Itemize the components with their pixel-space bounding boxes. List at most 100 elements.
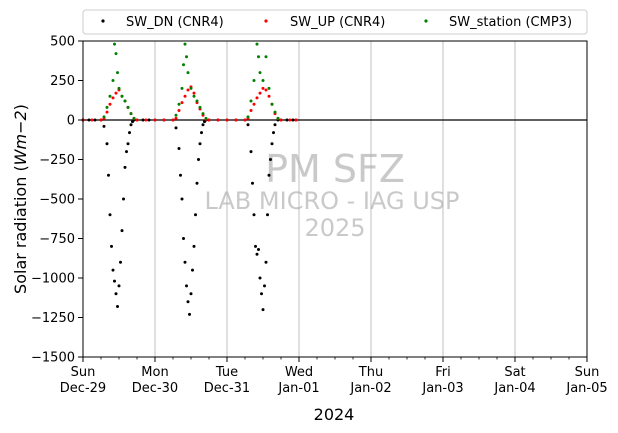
point-sw-dn xyxy=(189,292,193,296)
point-sw-station xyxy=(177,102,181,106)
point-sw-station xyxy=(120,94,124,98)
point-sw-up xyxy=(243,118,247,122)
point-sw-dn xyxy=(141,118,145,122)
point-sw-dn xyxy=(182,237,185,240)
point-sw-station xyxy=(108,94,112,98)
watermark-line-2: LAB MICRO - IAG USP xyxy=(204,187,459,215)
point-sw-dn xyxy=(119,260,122,264)
point-sw-up xyxy=(153,118,157,122)
x-tick-day: Sun xyxy=(71,365,96,380)
point-sw-dn xyxy=(113,279,116,283)
point-sw-dn xyxy=(269,158,272,161)
x-tick-label: Jan-04 xyxy=(493,381,535,396)
legend-marker-sw-up xyxy=(264,19,268,23)
x-tick-label: Dec-31 xyxy=(204,381,250,396)
point-sw-up xyxy=(252,102,256,106)
point-sw-up xyxy=(249,109,253,113)
point-sw-station xyxy=(116,71,119,75)
point-sw-dn xyxy=(257,248,260,252)
point-sw-station xyxy=(257,55,260,59)
point-sw-dn xyxy=(255,252,259,256)
point-sw-dn xyxy=(192,244,196,248)
point-sw-dn xyxy=(191,268,194,272)
point-sw-dn xyxy=(108,213,112,217)
point-sw-dn xyxy=(105,142,109,146)
y-tick-label: −500 xyxy=(39,193,75,208)
point-sw-station xyxy=(273,110,277,114)
x-tick-label: Jan-03 xyxy=(421,381,463,396)
x-tick-day: Tue xyxy=(215,365,238,380)
point-sw-station xyxy=(204,116,208,120)
point-sw-dn xyxy=(123,165,127,169)
point-sw-station xyxy=(186,71,190,75)
point-sw-dn xyxy=(264,260,268,264)
grid-lines xyxy=(154,41,516,357)
x-tick-label: Dec-30 xyxy=(132,381,178,396)
point-sw-dn xyxy=(87,118,91,122)
point-sw-dn xyxy=(116,304,119,308)
point-sw-up xyxy=(135,118,139,122)
point-sw-up xyxy=(99,118,103,122)
point-sw-up xyxy=(171,118,175,122)
point-sw-dn xyxy=(198,142,202,146)
point-sw-station xyxy=(183,42,187,46)
x-tick-label: Jan-05 xyxy=(565,381,607,396)
point-sw-station xyxy=(276,116,280,120)
point-sw-dn xyxy=(147,118,151,122)
point-sw-dn xyxy=(254,244,257,248)
point-sw-station xyxy=(182,63,185,67)
point-sw-station xyxy=(258,71,262,75)
point-sw-dn xyxy=(122,197,125,201)
watermark-line-1: PM SFZ xyxy=(265,147,405,191)
point-sw-station xyxy=(102,115,106,119)
point-sw-station xyxy=(195,99,199,103)
point-sw-station xyxy=(189,86,193,90)
point-sw-dn xyxy=(273,123,277,127)
point-sw-up xyxy=(255,96,259,100)
point-sw-dn xyxy=(291,118,295,122)
point-sw-up xyxy=(108,102,112,106)
point-sw-up xyxy=(216,118,220,122)
point-sw-dn xyxy=(180,197,184,201)
point-sw-up xyxy=(207,118,211,122)
point-sw-up xyxy=(279,118,283,122)
point-sw-dn xyxy=(252,213,256,217)
point-sw-up xyxy=(105,110,109,114)
x-tick-day: Sat xyxy=(504,365,525,380)
point-sw-dn xyxy=(114,292,118,296)
legend-label-sw-up: SW_UP (CNR4) xyxy=(290,15,385,30)
x-tick-label: Jan-02 xyxy=(349,381,391,396)
point-sw-dn xyxy=(197,158,200,161)
point-sw-station xyxy=(267,86,271,90)
point-sw-station xyxy=(129,112,133,116)
point-sw-up xyxy=(177,109,181,113)
y-tick-label: −1500 xyxy=(31,351,75,366)
point-sw-station xyxy=(132,116,136,120)
point-sw-dn xyxy=(195,181,199,185)
point-sw-up xyxy=(162,118,166,122)
x-axis-label: 2024 xyxy=(314,405,355,424)
watermark: PM SFZ LAB MICRO - IAG USP 2025 xyxy=(204,147,459,242)
legend-label-sw-dn: SW_DN (CNR4) xyxy=(126,15,224,30)
point-sw-up xyxy=(183,94,187,98)
point-sw-up xyxy=(288,118,292,122)
y-tick-label: 500 xyxy=(50,35,75,50)
y-axis-label: Solar radiation (Wm−2) xyxy=(11,104,30,294)
point-sw-dn xyxy=(125,150,128,154)
point-sw-station xyxy=(113,42,116,46)
point-sw-station xyxy=(198,105,202,109)
legend-marker-sw-dn xyxy=(101,19,105,23)
x-tick-label: Jan-01 xyxy=(277,381,319,396)
x-tick-day: Sun xyxy=(575,365,600,380)
point-sw-station xyxy=(264,55,268,59)
point-sw-dn xyxy=(263,284,266,288)
point-sw-station xyxy=(126,105,130,109)
point-sw-up xyxy=(234,118,238,122)
point-sw-station xyxy=(255,42,259,46)
x-tick-day: Wed xyxy=(285,365,313,380)
point-sw-dn xyxy=(111,268,115,272)
point-sw-dn xyxy=(194,213,197,217)
point-sw-dn xyxy=(258,276,262,280)
y-tick-label: −750 xyxy=(39,232,75,247)
point-sw-dn xyxy=(272,131,275,135)
